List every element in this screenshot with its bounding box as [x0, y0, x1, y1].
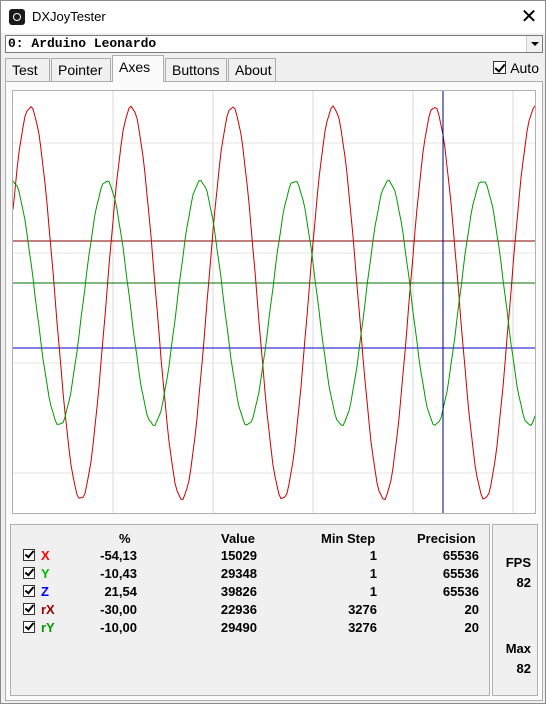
- axis-value: 15029: [220, 548, 257, 563]
- axis-name: rX: [41, 602, 55, 617]
- max-value: 82: [516, 661, 531, 676]
- axis-name: rY: [41, 620, 55, 635]
- axis-min-step: 1: [369, 584, 377, 599]
- fps-label: FPS: [505, 555, 531, 570]
- device-dropdown[interactable]: 0: Arduino Leonardo: [5, 35, 543, 53]
- auto-toggle[interactable]: Auto: [493, 59, 539, 76]
- axes-stats-table: % Value Min Step Precision X -54,13 1502…: [10, 524, 490, 696]
- axes-graph-canvas: [13, 91, 535, 513]
- axis-row-y: Y -10,43 29348 1 65536: [11, 565, 489, 583]
- auto-label: Auto: [510, 59, 539, 76]
- chevron-down-icon[interactable]: [526, 36, 542, 52]
- axes-graph: [12, 90, 536, 514]
- auto-checkbox[interactable]: [493, 61, 507, 75]
- axis-value: 29348: [220, 566, 257, 581]
- axis-percent: -10,00: [100, 620, 137, 635]
- device-selected-value: 0: Arduino Leonardo: [8, 36, 157, 51]
- header-percent: %: [119, 531, 131, 546]
- app-icon: [9, 9, 25, 25]
- axis-precision: 20: [464, 620, 479, 635]
- axis-name: Y: [41, 566, 50, 581]
- axis-percent: -10,43: [100, 566, 137, 581]
- axis-value: 22936: [220, 602, 257, 617]
- max-label: Max: [505, 641, 531, 656]
- title-bar[interactable]: DXJoyTester ✕: [1, 1, 545, 33]
- close-button[interactable]: ✕: [520, 6, 538, 28]
- tab-about[interactable]: About: [228, 58, 276, 81]
- axis-z-checkbox[interactable]: [23, 585, 35, 597]
- axis-value: 39826: [220, 584, 257, 599]
- axis-min-step: 3276: [348, 620, 377, 635]
- axis-precision: 65536: [442, 584, 479, 599]
- axis-precision: 65536: [442, 548, 479, 563]
- axis-value: 29490: [220, 620, 257, 635]
- tab-axes[interactable]: Axes: [112, 55, 164, 82]
- axis-name: X: [41, 548, 50, 563]
- axes-panel: % Value Min Step Precision X -54,13 1502…: [5, 81, 543, 701]
- y-axis-trace: [13, 179, 535, 427]
- axis-percent: -54,13: [100, 548, 137, 563]
- header-value: Value: [221, 531, 255, 546]
- axis-row-x: X -54,13 15029 1 65536: [11, 547, 489, 565]
- axis-y-checkbox[interactable]: [23, 567, 35, 579]
- tab-buttons[interactable]: Buttons: [165, 58, 227, 81]
- tab-pointer[interactable]: Pointer: [51, 58, 111, 81]
- axis-x-checkbox[interactable]: [23, 549, 35, 561]
- x-axis-trace: [13, 105, 535, 501]
- axis-row-ry: rY -10,00 29490 3276 20: [11, 619, 489, 637]
- fps-panel: FPS 82 Max 82: [492, 524, 538, 696]
- axis-name: Z: [41, 584, 49, 599]
- tab-test[interactable]: Test: [5, 58, 50, 81]
- axis-percent: 21,54: [104, 584, 137, 599]
- window-title: DXJoyTester: [32, 9, 106, 24]
- header-min-step: Min Step: [321, 531, 376, 546]
- axis-precision: 20: [464, 602, 479, 617]
- axis-row-z: Z 21,54 39826 1 65536: [11, 583, 489, 601]
- header-precision: Precision: [417, 531, 476, 546]
- axis-rx-checkbox[interactable]: [23, 603, 35, 615]
- axis-min-step: 1: [369, 566, 377, 581]
- axis-ry-checkbox[interactable]: [23, 621, 35, 633]
- axis-percent: -30,00: [100, 602, 137, 617]
- axis-precision: 65536: [442, 566, 479, 581]
- fps-value: 82: [516, 575, 531, 590]
- axis-min-step: 1: [369, 548, 377, 563]
- axis-min-step: 3276: [348, 602, 377, 617]
- axis-row-rx: rX -30,00 22936 3276 20: [11, 601, 489, 619]
